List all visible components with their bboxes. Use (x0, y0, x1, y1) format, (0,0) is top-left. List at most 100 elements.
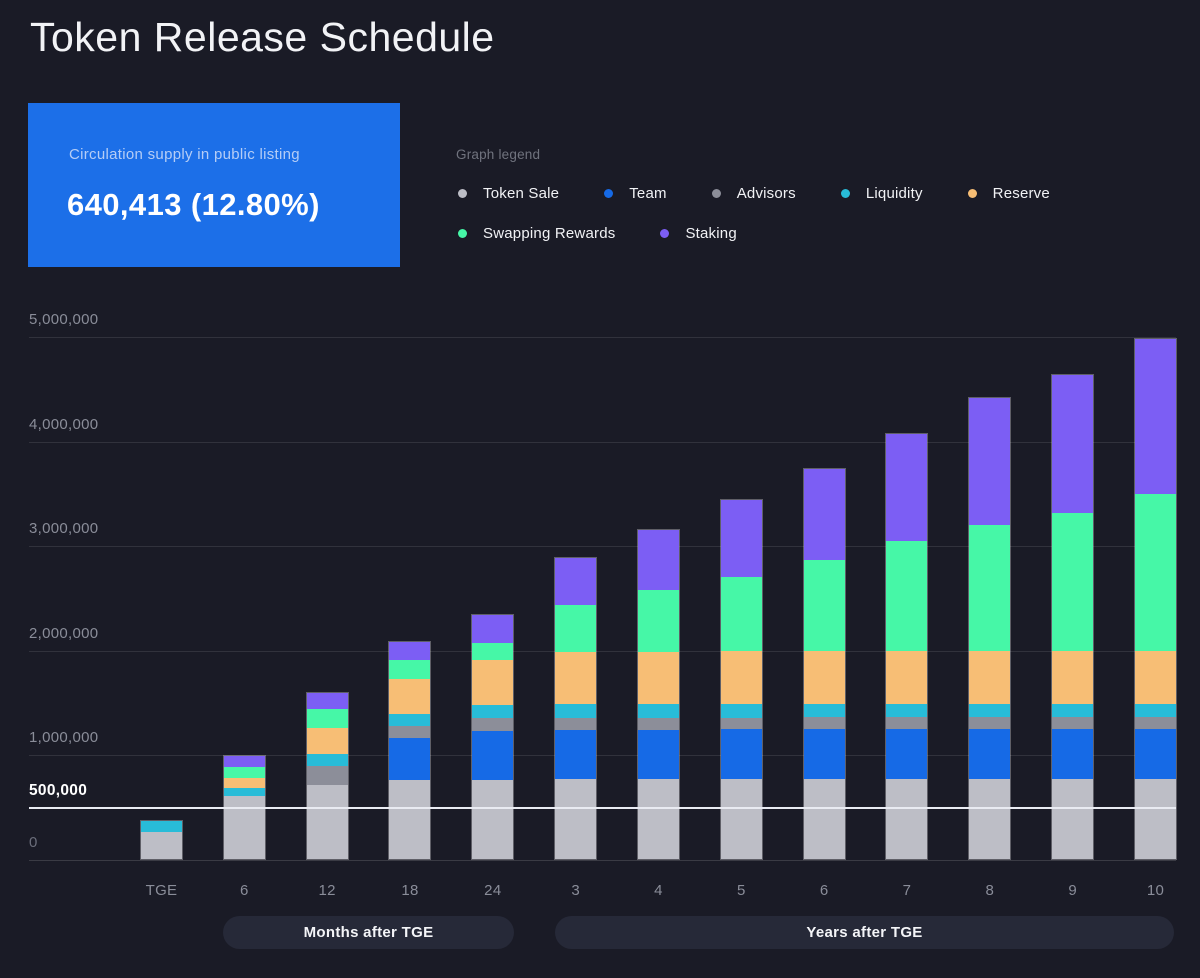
bar-segment-token-sale[interactable] (886, 779, 928, 859)
bar-segment-token-sale[interactable] (637, 779, 679, 859)
bar-segment-liquidity[interactable] (720, 704, 762, 718)
bar-segment-advisors[interactable] (389, 726, 431, 739)
bar-segment-liquidity[interactable] (472, 705, 514, 719)
bar-segment-token-sale[interactable] (306, 785, 348, 859)
legend-item-liquidity[interactable]: Liquidity (840, 185, 923, 202)
bar-segment-token-sale[interactable] (1134, 779, 1176, 859)
bar-month-tge[interactable] (140, 820, 183, 860)
bar-segment-reserve[interactable] (472, 659, 514, 706)
bar-segment-reserve[interactable] (720, 651, 762, 704)
bar-segment-reserve[interactable] (223, 777, 265, 788)
bar-segment-swapping-rewards[interactable] (555, 604, 597, 652)
bar-segment-staking[interactable] (886, 434, 928, 542)
bar-segment-team[interactable] (389, 738, 431, 780)
bar-segment-team[interactable] (969, 729, 1011, 780)
bar-segment-swapping-rewards[interactable] (1052, 513, 1094, 651)
bar-segment-swapping-rewards[interactable] (969, 524, 1011, 651)
bar-segment-advisors[interactable] (306, 766, 348, 786)
bar-segment-staking[interactable] (1052, 374, 1094, 514)
bar-segment-advisors[interactable] (637, 717, 679, 730)
bar-segment-advisors[interactable] (886, 717, 928, 730)
bar-segment-swapping-rewards[interactable] (720, 577, 762, 652)
bar-segment-team[interactable] (1134, 729, 1176, 780)
bar-segment-staking[interactable] (803, 468, 845, 561)
legend-item-team[interactable]: Team (604, 185, 667, 202)
bar-segment-team[interactable] (886, 729, 928, 780)
bar-segment-reserve[interactable] (886, 650, 928, 704)
bar-segment-staking[interactable] (969, 398, 1011, 525)
legend-item-token-sale[interactable]: Token Sale (458, 185, 559, 202)
bar-segment-token-sale[interactable] (141, 831, 182, 859)
bar-segment-swapping-rewards[interactable] (472, 643, 514, 660)
bar-segment-reserve[interactable] (1052, 650, 1094, 704)
bar-segment-team[interactable] (637, 729, 679, 780)
bar-segment-advisors[interactable] (969, 717, 1011, 730)
bar-segment-liquidity[interactable] (1052, 703, 1094, 718)
bar-segment-swapping-rewards[interactable] (803, 560, 845, 651)
bar-segment-team[interactable] (720, 729, 762, 780)
bar-segment-liquidity[interactable] (1134, 703, 1176, 718)
bar-segment-staking[interactable] (1134, 339, 1176, 495)
bar-segment-staking[interactable] (472, 614, 514, 644)
bar-segment-swapping-rewards[interactable] (1134, 494, 1176, 651)
bar-month-12[interactable] (305, 691, 349, 860)
bar-year-9[interactable] (1051, 373, 1095, 860)
bar-year-6[interactable] (802, 467, 846, 860)
bar-segment-staking[interactable] (555, 558, 597, 605)
bar-segment-staking[interactable] (720, 499, 762, 578)
bar-segment-liquidity[interactable] (637, 704, 679, 718)
bar-segment-reserve[interactable] (803, 650, 845, 704)
bar-year-5[interactable] (719, 498, 763, 860)
bar-segment-swapping-rewards[interactable] (223, 767, 265, 778)
bar-segment-liquidity[interactable] (223, 787, 265, 797)
bar-segment-liquidity[interactable] (141, 821, 182, 832)
bar-segment-swapping-rewards[interactable] (306, 709, 348, 728)
legend-item-reserve[interactable]: Reserve (967, 185, 1050, 202)
bar-segment-reserve[interactable] (306, 727, 348, 754)
bar-segment-advisors[interactable] (555, 717, 597, 730)
bar-segment-advisors[interactable] (720, 717, 762, 730)
bar-segment-token-sale[interactable] (969, 779, 1011, 859)
months-after-tge-pill[interactable]: Months after TGE (223, 916, 514, 949)
bar-segment-token-sale[interactable] (555, 779, 597, 859)
bar-year-3[interactable] (554, 557, 598, 860)
bar-segment-reserve[interactable] (1134, 650, 1176, 704)
bar-segment-team[interactable] (555, 729, 597, 780)
bar-year-7[interactable] (885, 433, 929, 860)
bar-segment-token-sale[interactable] (803, 779, 845, 859)
bar-segment-reserve[interactable] (969, 650, 1011, 704)
bar-segment-liquidity[interactable] (389, 714, 431, 727)
bar-segment-swapping-rewards[interactable] (637, 590, 679, 652)
bar-segment-liquidity[interactable] (803, 703, 845, 718)
bar-segment-staking[interactable] (637, 530, 679, 591)
bar-segment-advisors[interactable] (472, 718, 514, 731)
years-after-tge-pill[interactable]: Years after TGE (555, 916, 1174, 949)
bar-segment-advisors[interactable] (803, 717, 845, 730)
bar-segment-swapping-rewards[interactable] (389, 660, 431, 679)
bar-segment-staking[interactable] (306, 692, 348, 710)
bar-segment-liquidity[interactable] (886, 703, 928, 718)
bar-segment-team[interactable] (1052, 729, 1094, 780)
bar-segment-reserve[interactable] (637, 651, 679, 705)
bar-segment-advisors[interactable] (1052, 717, 1094, 730)
bar-segment-liquidity[interactable] (555, 704, 597, 718)
bar-segment-team[interactable] (472, 730, 514, 780)
bar-segment-reserve[interactable] (555, 651, 597, 705)
bar-segment-staking[interactable] (223, 756, 265, 768)
bar-year-10[interactable] (1133, 338, 1177, 860)
bar-segment-liquidity[interactable] (969, 703, 1011, 718)
bar-segment-advisors[interactable] (1134, 717, 1176, 730)
bar-segment-token-sale[interactable] (720, 779, 762, 859)
bar-segment-team[interactable] (803, 729, 845, 780)
bar-segment-token-sale[interactable] (389, 779, 431, 859)
bar-segment-reserve[interactable] (389, 678, 431, 715)
bar-segment-token-sale[interactable] (1052, 779, 1094, 859)
bar-segment-liquidity[interactable] (306, 753, 348, 767)
bar-month-18[interactable] (388, 641, 432, 860)
bar-segment-token-sale[interactable] (472, 779, 514, 859)
bar-year-8[interactable] (968, 397, 1012, 860)
legend-item-staking[interactable]: Staking (660, 225, 737, 242)
bar-month-24[interactable] (471, 613, 515, 860)
bar-segment-staking[interactable] (389, 642, 431, 660)
bar-year-4[interactable] (636, 529, 680, 860)
